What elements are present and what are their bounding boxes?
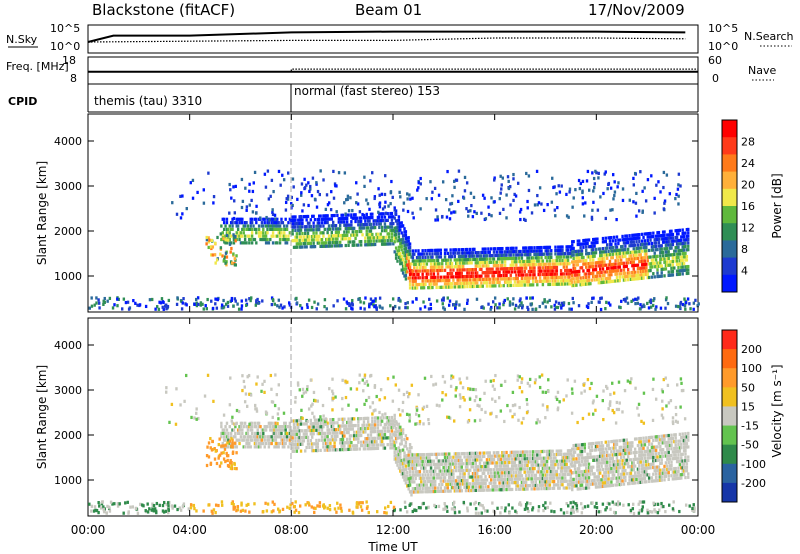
velocity-colorbar: 200 100 50 15 -15 -50 -100 -200: [721, 329, 766, 503]
colorbar-swatch: [722, 171, 737, 190]
cpid-segment-1: themis (tau) 3310: [94, 94, 202, 108]
colorbar-tick: 16: [741, 200, 755, 213]
nsky-tick-bottom: 10^0: [50, 40, 80, 53]
colorbar-tick: 8: [741, 243, 748, 256]
freq-series-1: [88, 68, 698, 73]
nsky-panel-frame: [87, 24, 699, 54]
velocity-y-axis: 1000 2000 3000 4000: [54, 339, 698, 487]
velocity-colorbar-label: Velocity [m s⁻¹]: [770, 364, 784, 457]
y-tick-label: 2000: [54, 429, 82, 442]
colorbar-tick: 20: [741, 179, 755, 192]
colorbar-swatch: [722, 137, 737, 155]
velocity-ylabel: Slant Range [km]: [35, 365, 49, 469]
colorbar-tick: -15: [741, 420, 759, 433]
power-heatmap: [88, 169, 700, 312]
colorbar-tick: -50: [741, 439, 759, 452]
cpid-segment-2: normal (fast stereo) 153: [294, 84, 440, 98]
nsky-series-0: [87, 30, 686, 43]
colorbar-swatch: [722, 406, 737, 427]
y-tick-label: 1000: [54, 474, 82, 487]
colorbar-swatch: [722, 223, 737, 241]
power-colorbar: 28 24 20 16 12 8 4: [721, 119, 755, 293]
x-tick-label: 04:00: [172, 523, 207, 537]
nsky-label: N.Sky: [6, 33, 38, 46]
colorbar-tick: 100: [741, 362, 762, 375]
freq-panel-frame: [87, 56, 699, 85]
nave-tick-top: 60: [708, 54, 722, 67]
x-tick-label: 16:00: [477, 523, 512, 537]
colorbar-swatch: [722, 463, 737, 484]
nsky-nsearch-lines: [87, 30, 686, 43]
x-tick-label: 00:00: [71, 523, 106, 537]
date-title: 17/Nov/2009: [588, 1, 685, 19]
colorbar-tick: 24: [741, 157, 755, 170]
freq-nave-lines: [88, 68, 698, 73]
colorbar-swatch: [722, 425, 737, 446]
y-tick-label: 3000: [54, 384, 82, 397]
x-axis-label: Time UT: [367, 540, 418, 554]
cpid-label: CPID: [8, 95, 37, 108]
freq-tick-bottom: 8: [70, 72, 77, 85]
colorbar-swatch: [722, 482, 737, 503]
nsky-series-1: [87, 37, 686, 43]
y-tick-label: 1000: [54, 270, 82, 283]
y-tick-label: 2000: [54, 225, 82, 238]
y-tick-label: 4000: [54, 339, 82, 352]
freq-label: Freq. [MHz]: [6, 60, 69, 73]
nave-tick-bottom: 0: [712, 72, 719, 85]
power-colorbar-label: Power [dB]: [770, 173, 784, 238]
colorbar-tick: -100: [741, 458, 766, 471]
colorbar-swatch: [722, 240, 737, 259]
nsearch-label: N.Search: [744, 30, 794, 43]
colorbar-tick: 200: [741, 343, 762, 356]
x-tick-label: 08:00: [274, 523, 309, 537]
power-ylabel: Slant Range [km]: [35, 161, 49, 265]
colorbar-swatch: [722, 349, 737, 369]
colorbar-swatch: [722, 188, 737, 207]
y-tick-label: 3000: [54, 180, 82, 193]
freq-tick-top: 18: [62, 54, 76, 67]
nave-label: Nave: [748, 64, 776, 77]
colorbar-tick: 4: [741, 265, 748, 278]
colorbar-swatch: [722, 154, 737, 173]
colorbar-swatch: [722, 444, 737, 465]
colorbar-tick: 12: [741, 222, 755, 235]
velocity-heatmap: [88, 373, 696, 516]
colorbar-tick: 50: [741, 381, 755, 394]
colorbar-tick: -200: [741, 477, 766, 490]
time-x-axis: 00:00 04:00 08:00 12:00 16:00 20:00 00:00: [71, 114, 716, 537]
colorbar-swatch: [722, 368, 737, 388]
x-tick-label: 12:00: [376, 523, 411, 537]
x-tick-label: 20:00: [579, 523, 614, 537]
colorbar-swatch: [722, 120, 737, 138]
colorbar-swatch: [722, 206, 737, 224]
colorbar-tick: 28: [741, 136, 755, 149]
y-tick-label: 4000: [54, 135, 82, 148]
beam-title: Beam 01: [355, 1, 422, 19]
nsearch-tick-top: 10^5: [708, 22, 738, 35]
colorbar-swatch: [722, 274, 737, 293]
nsearch-tick-bottom: 10^0: [708, 40, 738, 53]
station-title: Blackstone (fitACF): [92, 1, 235, 19]
colorbar-swatch: [722, 257, 737, 276]
colorbar-tick: 15: [741, 400, 755, 413]
x-tick-label: 00:00: [681, 523, 716, 537]
colorbar-swatch: [722, 387, 737, 407]
nsky-tick-top: 10^5: [50, 22, 80, 35]
power-y-axis: 1000 2000 3000 4000: [54, 135, 698, 283]
colorbar-swatch: [722, 330, 737, 350]
